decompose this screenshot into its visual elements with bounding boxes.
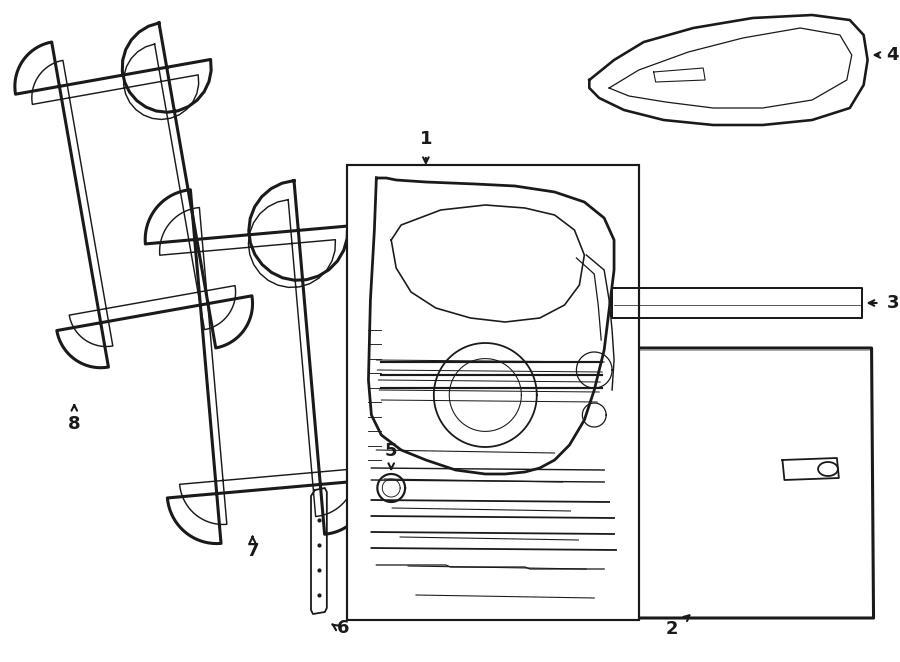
Text: 2: 2 <box>666 620 679 638</box>
Text: 8: 8 <box>68 415 81 433</box>
Text: 4: 4 <box>886 46 899 64</box>
Text: 6: 6 <box>337 619 349 637</box>
Text: 3: 3 <box>886 294 899 312</box>
Text: 7: 7 <box>247 542 259 560</box>
Text: 5: 5 <box>385 442 398 460</box>
Bar <box>346 165 639 620</box>
Text: 1: 1 <box>419 130 432 148</box>
